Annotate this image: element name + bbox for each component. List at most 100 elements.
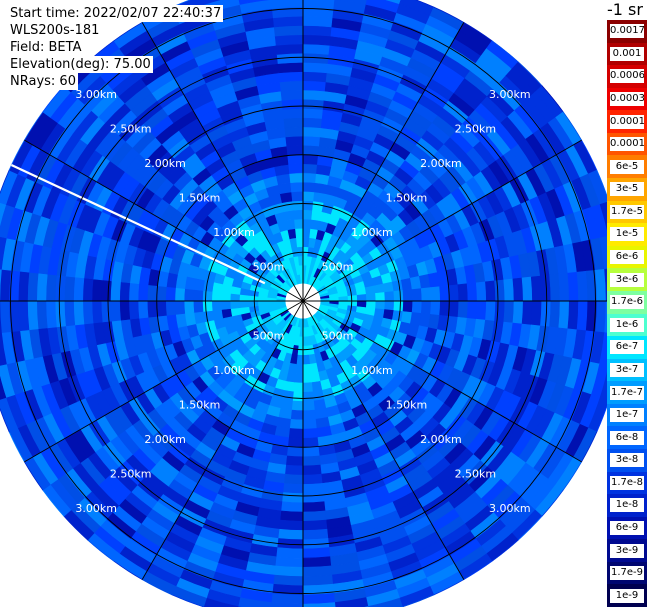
range-gate-cell bbox=[302, 154, 319, 165]
range-gate-cell bbox=[183, 300, 195, 314]
range-gate-cell bbox=[296, 237, 304, 248]
range-gate-cell bbox=[0, 268, 11, 302]
elevation-label: Elevation(deg): 75.00 bbox=[10, 56, 153, 73]
range-gate-cell bbox=[274, 34, 304, 46]
range-gate-cell bbox=[137, 283, 149, 302]
colorbar-tick-label: 1e-9 bbox=[610, 588, 644, 603]
range-ring-label: 2.00km bbox=[144, 433, 186, 446]
range-gate-cell bbox=[521, 300, 533, 326]
range-ring-label: 1.00km bbox=[351, 364, 393, 377]
range-gate-cell bbox=[430, 300, 441, 316]
range-gate-cell bbox=[302, 336, 309, 347]
range-gate-cell bbox=[281, 492, 304, 504]
range-gate-cell bbox=[100, 300, 112, 323]
range-gate-cell bbox=[137, 300, 149, 319]
range-ring-label: 500m bbox=[253, 261, 285, 274]
range-gate-cell bbox=[248, 300, 259, 308]
range-gate-cell bbox=[64, 300, 76, 327]
range-gate-cell bbox=[280, 501, 304, 513]
field-label: Field: BETA bbox=[10, 39, 84, 56]
range-gate-cell bbox=[512, 300, 524, 325]
range-gate-cell bbox=[279, 80, 304, 92]
range-gate-cell bbox=[294, 218, 304, 229]
range-gate-cell bbox=[281, 98, 304, 110]
range-gate-cell bbox=[45, 300, 57, 329]
range-gate-cell bbox=[302, 80, 327, 92]
range-gate-cell bbox=[82, 300, 94, 325]
colorbar-tick-label: 1e-6 bbox=[610, 317, 644, 332]
range-gate-cell bbox=[347, 294, 358, 302]
range-ring-label: 3.00km bbox=[75, 88, 117, 101]
range-gate-cell bbox=[302, 218, 312, 229]
range-gate-cell bbox=[277, 528, 304, 540]
range-gate-cell bbox=[285, 135, 304, 147]
colorbar-tick-label: 6e-6 bbox=[610, 250, 644, 265]
range-gate-cell bbox=[277, 62, 304, 74]
range-gate-cell bbox=[27, 271, 39, 302]
range-gate-cell bbox=[402, 300, 413, 313]
start-time-label: Start time: 2022/02/07 22:40:37 bbox=[10, 5, 224, 22]
range-gate-cell bbox=[272, 574, 304, 587]
range-gate-cell bbox=[266, 300, 277, 306]
azimuth-spoke bbox=[24, 139, 304, 302]
azimuth-spoke bbox=[302, 300, 582, 463]
range-gate-cell bbox=[334, 597, 369, 607]
range-gate-cell bbox=[174, 287, 186, 302]
range-gate-cell bbox=[302, 574, 334, 587]
range-gate-cell bbox=[302, 200, 314, 211]
range-gate-cell bbox=[356, 294, 367, 302]
range-gate-cell bbox=[257, 300, 268, 307]
range-gate-cell bbox=[272, 15, 304, 28]
range-gate-cell bbox=[302, 556, 332, 568]
range-gate-cell bbox=[174, 300, 186, 315]
range-gate-cell bbox=[239, 300, 250, 308]
range-gate-cell bbox=[290, 181, 304, 193]
range-gate-cell bbox=[156, 300, 167, 317]
range-gate-cell bbox=[485, 300, 496, 322]
range-gate-cell bbox=[393, 290, 404, 302]
range-gate-cell bbox=[110, 280, 121, 302]
range-gate-cell bbox=[0, 202, 7, 227]
range-ring-label: 2.00km bbox=[420, 157, 462, 170]
range-gate-cell bbox=[329, 296, 340, 302]
colorbar-tick-label: 1.7e-9 bbox=[610, 566, 644, 581]
range-ring-label: 2.50km bbox=[110, 467, 152, 480]
range-ring-labels: 500m 500m 500m 500m 1.00km 1.00km 1.00km 1.00km… bbox=[75, 88, 530, 515]
range-gate-cell bbox=[294, 373, 304, 384]
colorbar-tick-label: 6e-5 bbox=[610, 159, 644, 174]
range-gate-cell bbox=[270, 602, 304, 607]
range-gate-cell bbox=[119, 300, 131, 321]
grid-lines bbox=[0, 0, 625, 607]
range-gate-cell bbox=[411, 288, 423, 302]
range-gate-cell bbox=[292, 391, 304, 402]
range-gate-cell bbox=[302, 135, 321, 147]
range-gate-cell bbox=[302, 547, 331, 559]
range-gate-cell bbox=[183, 288, 195, 302]
range-gate-cell bbox=[375, 300, 386, 310]
range-gate-cell bbox=[530, 275, 542, 302]
range-gate-cell bbox=[202, 300, 213, 312]
range-gate-cell bbox=[288, 428, 304, 439]
range-gate-cell bbox=[0, 300, 11, 334]
range-gate-cell bbox=[271, 0, 304, 9]
range-gate-cell bbox=[282, 108, 304, 119]
range-gate-cell bbox=[302, 483, 324, 494]
range-gate-cell bbox=[17, 270, 30, 302]
range-gate-cell bbox=[287, 437, 304, 448]
azimuth-spoke bbox=[302, 139, 582, 302]
range-gate-cell bbox=[298, 264, 304, 275]
colorbar-tick-label: 0.0006 bbox=[610, 69, 644, 84]
range-ring-label: 500m bbox=[253, 329, 285, 342]
range-gate-cell bbox=[229, 300, 241, 309]
range-gate-cell bbox=[338, 295, 349, 302]
blocked-ray bbox=[10, 164, 266, 285]
range-ring-label: 1.50km bbox=[386, 192, 428, 205]
range-gate-cell bbox=[512, 277, 524, 302]
colorbar-tick-label: 3e-5 bbox=[610, 182, 644, 197]
range-gate-cell bbox=[36, 272, 48, 302]
range-gate-cell bbox=[384, 300, 395, 311]
range-gate-cell bbox=[146, 284, 158, 302]
range-gate-cell bbox=[549, 300, 561, 329]
range-gate-cell bbox=[220, 300, 231, 310]
range-gate-cell bbox=[420, 300, 432, 315]
